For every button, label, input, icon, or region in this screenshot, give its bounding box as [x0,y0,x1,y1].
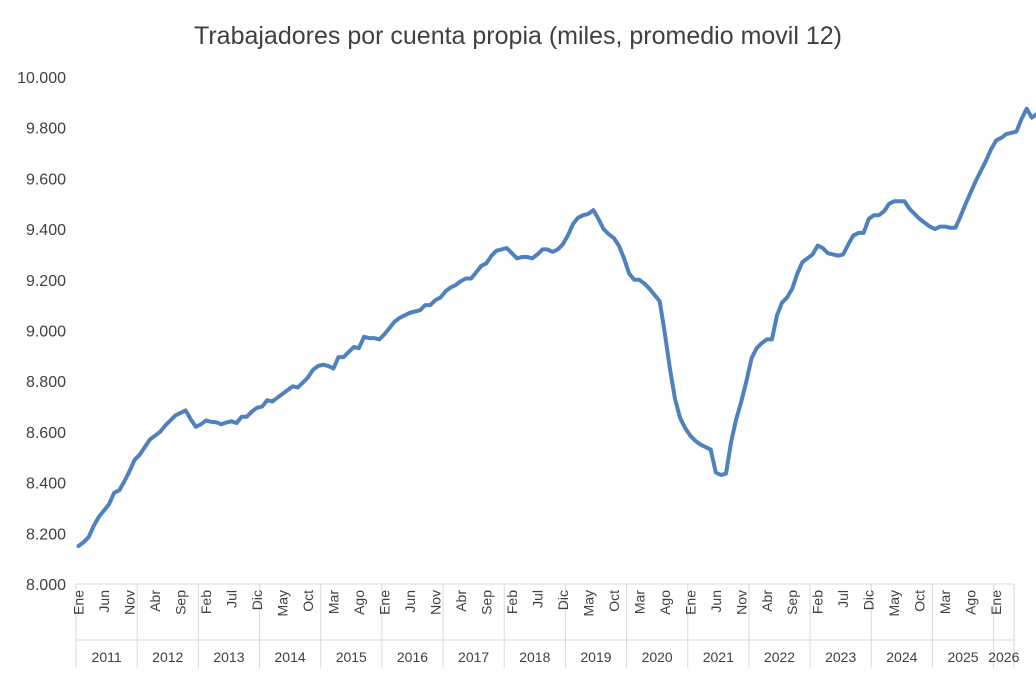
x-month-label: May [580,590,596,616]
y-tick-label: 9.400 [26,222,66,239]
chart-title: Trabajadores por cuenta propia (miles, p… [194,22,842,50]
x-month-label: Ago [963,590,979,615]
y-tick-label: 8.200 [26,526,66,543]
x-year-label: 2017 [458,649,489,665]
x-month-label: Ene [71,590,87,615]
x-month-label: Sep [478,590,494,615]
y-tick-label: 9.600 [26,171,66,188]
x-year-label: 2014 [275,649,306,665]
x-month-label: Nov [427,590,443,615]
x-month-label: Ago [657,590,673,615]
x-year-label: 2023 [825,649,856,665]
x-month-label: Ago [351,590,367,615]
x-year-label: 2012 [152,649,183,665]
x-month-label: Mar [325,590,341,614]
y-tick-label: 10.000 [17,70,66,87]
y-tick-label: 8.600 [26,425,66,442]
x-month-label: Oct [606,590,622,612]
x-month-label: Ene [376,590,392,615]
x-year-label: 2024 [886,649,917,665]
x-month-label: Feb [504,590,520,614]
x-year-label: 2013 [213,649,244,665]
y-tick-label: 8.800 [26,374,66,391]
x-month-label: Nov [122,590,138,615]
x-year-label: 2016 [397,649,428,665]
x-year-label: 2011 [92,649,122,665]
x-month-label: May [886,590,902,616]
x-month-label: Abr [759,590,775,612]
x-year-label: 2018 [519,649,550,665]
x-month-label: Sep [784,590,800,615]
x-month-label: Dic [555,590,571,610]
x-year-label: 2026 [988,649,1019,665]
x-month-label: Mar [631,590,647,614]
x-month-label: Ene [988,590,1004,615]
x-month-label: Dic [249,590,265,610]
x-month-label: May [274,590,290,616]
x-year-label: 2025 [947,649,978,665]
x-year-label: 2021 [703,649,734,665]
x-month-label: Jul [835,590,851,608]
x-year-label: 2022 [764,649,795,665]
y-tick-label: 8.400 [26,476,66,493]
x-month-label: Jun [708,590,724,613]
y-tick-label: 9.000 [26,324,66,341]
y-tick-label: 9.800 [26,121,66,138]
x-month-label: Jul [223,590,239,608]
x-year-label: 2020 [642,649,673,665]
x-month-label: Dic [861,590,877,610]
x-month-label: Abr [147,590,163,612]
y-tick-label: 9.200 [26,273,66,290]
x-month-label: Nov [733,590,749,615]
x-month-label: Sep [173,590,189,615]
x-month-label: Jul [529,590,545,608]
x-month-label: Oct [300,590,316,612]
x-month-label: Feb [198,590,214,614]
x-month-label: Mar [937,590,953,614]
x-month-label: Jun [96,590,112,613]
x-month-label: Feb [810,590,826,614]
series-line [76,106,1036,548]
x-year-label: 2019 [580,649,611,665]
x-month-label: Abr [453,590,469,612]
x-month-label: Ene [682,590,698,615]
x-year-label: 2015 [336,649,367,665]
x-month-label: Jun [402,590,418,613]
x-month-label: Oct [912,590,928,612]
y-tick-label: 8.000 [26,577,66,594]
